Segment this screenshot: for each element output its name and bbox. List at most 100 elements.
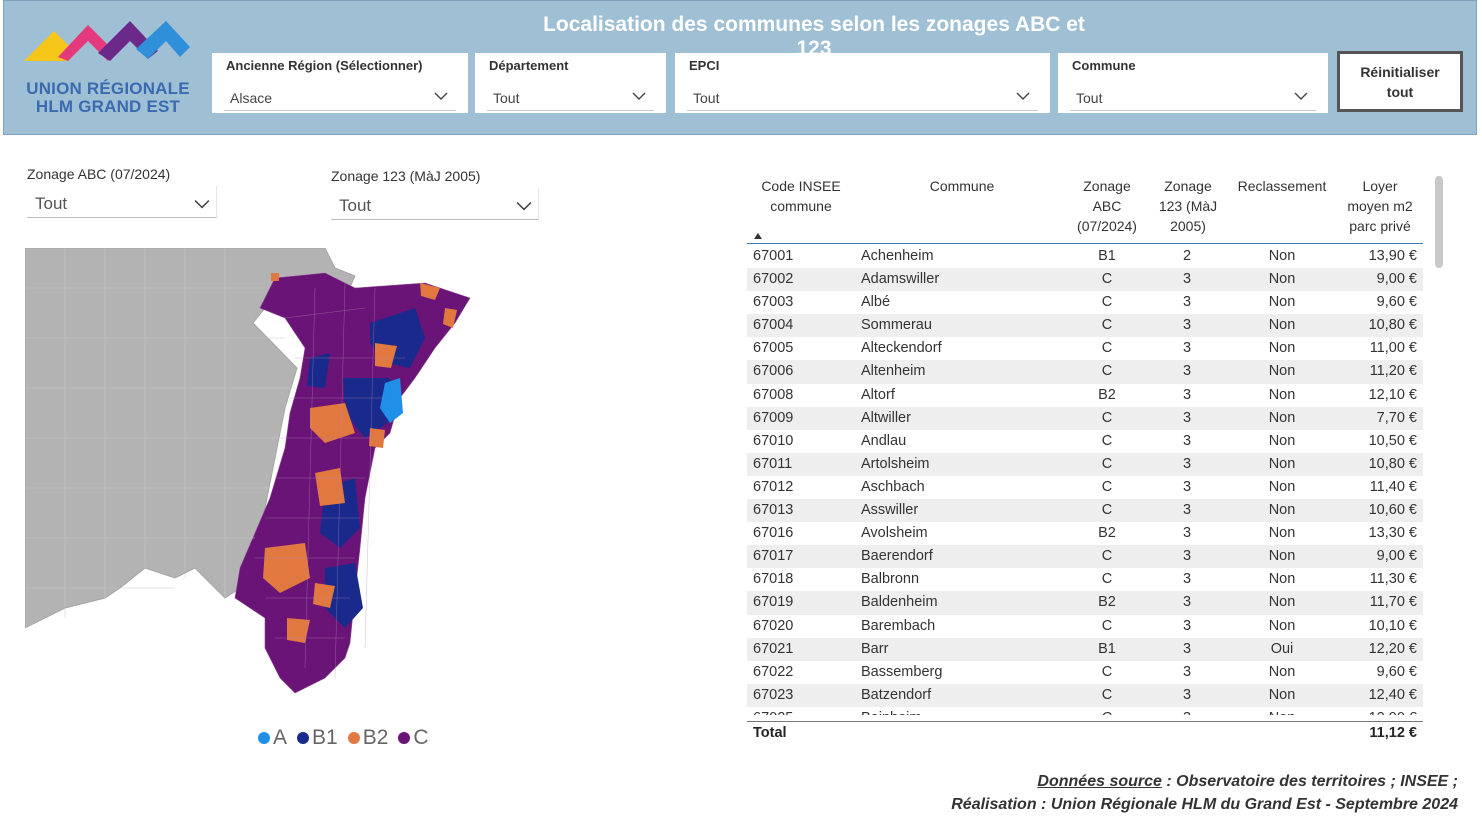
table-row[interactable]: 67002 Adamswiller C 3 Non 9,00 €	[747, 268, 1423, 292]
table-row[interactable]: 67001 Achenheim B1 2 Non 13,90 €	[747, 245, 1423, 268]
logo-text-line2: HLM GRAND EST	[35, 97, 181, 116]
zonage-123-dropdown[interactable]: Tout	[331, 188, 539, 220]
cell-commune: Bassemberg	[861, 663, 943, 680]
header-text: (07/2024)	[1077, 218, 1137, 234]
cell-commune: Albé	[861, 294, 891, 311]
cell-zonage-abc: C	[1101, 340, 1113, 357]
cell-zonage-abc: C	[1101, 317, 1113, 334]
column-header-code[interactable]: Code INSEE commune	[751, 176, 851, 216]
departement-dropdown[interactable]: Tout	[487, 81, 654, 111]
cell-commune: Achenheim	[861, 248, 934, 264]
table-row[interactable]: 67022 Bassemberg C 3 Non 9,60 €	[747, 661, 1423, 684]
header-text: Loyer	[1362, 178, 1398, 194]
cell-reclassement: Non	[1268, 432, 1296, 449]
table-row[interactable]: 67006 Altenheim C 3 Non 11,20 €	[747, 360, 1423, 384]
cell-loyer: 9,00 €	[1376, 548, 1417, 565]
cell-zonage-abc: C	[1101, 686, 1113, 703]
cell-zonage-abc: C	[1101, 478, 1113, 495]
table-row[interactable]: 67011 Artolsheim C 3 Non 10,80 €	[747, 452, 1423, 476]
region-dropdown[interactable]: Alsace	[224, 81, 456, 111]
reset-all-button[interactable]: Réinitialiser tout	[1337, 51, 1463, 112]
table-row[interactable]: 67023 Batzendorf C 3 Non 12,40 €	[747, 683, 1423, 707]
cell-zonage-123: 3	[1182, 548, 1192, 565]
table-row[interactable]: 67005 Alteckendorf C 3 Non 11,00 €	[747, 337, 1423, 360]
legend-item-c[interactable]: C	[398, 726, 429, 750]
cell-zonage-123: 2	[1182, 248, 1192, 264]
cell-reclassement: Non	[1268, 386, 1296, 403]
cell-code-insee: 67008	[753, 386, 794, 403]
legend-dot-icon	[398, 732, 411, 744]
epci-dropdown[interactable]: Tout	[687, 81, 1038, 111]
cell-commune: Baldenheim	[861, 594, 938, 611]
legend-item-b2[interactable]: B2	[347, 726, 388, 750]
cell-zonage-123: 3	[1182, 525, 1192, 542]
cell-reclassement: Non	[1268, 571, 1296, 588]
cell-code-insee: 67009	[753, 409, 794, 426]
zonage-abc-dropdown[interactable]: Tout	[27, 186, 217, 218]
map-zone-b2	[271, 273, 279, 281]
cell-commune: Balbronn	[861, 571, 920, 588]
cell-loyer: 7,70 €	[1376, 409, 1417, 426]
table-row[interactable]: 67018 Balbronn C 3 Non 11,30 €	[747, 568, 1423, 591]
column-header-loyer[interactable]: Loyer moyen m2 parc privé	[1337, 176, 1423, 236]
chevron-down-icon	[1294, 92, 1308, 100]
cell-code-insee: 67010	[753, 432, 794, 449]
cell-zonage-123: 3	[1182, 663, 1192, 680]
cell-reclassement: Non	[1268, 548, 1296, 565]
map-zone-b2	[369, 428, 385, 448]
cell-commune: Aschbach	[861, 478, 925, 495]
slicer-departement: Département Tout	[475, 53, 666, 113]
legend-item-b1[interactable]: B1	[297, 726, 338, 750]
column-header-commune[interactable]: Commune	[897, 176, 1027, 196]
header-text: Zonage	[1083, 178, 1131, 194]
table-row[interactable]: 67017 Baerendorf C 3 Non 9,00 €	[747, 545, 1423, 569]
cell-zonage-abc: B1	[1098, 640, 1116, 657]
cell-loyer: 12,20 €	[1368, 640, 1417, 657]
cell-zonage-123: 3	[1182, 340, 1192, 357]
table-row[interactable]: 67013 Asswiller C 3 Non 10,60 €	[747, 499, 1423, 523]
table-row[interactable]: 67009 Altwiller C 3 Non 7,70 €	[747, 406, 1423, 430]
cell-zonage-123: 3	[1182, 294, 1192, 311]
table-row[interactable]: 67008 Altorf B2 3 Non 12,10 €	[747, 384, 1423, 407]
table-body: 67001 Achenheim B1 2 Non 13,90 € 67002 Adamswil…	[747, 245, 1423, 715]
footer-source: Données source : Observatoire des territ…	[951, 770, 1458, 816]
zonage-map[interactable]	[24, 247, 475, 698]
cell-reclassement: Non	[1268, 409, 1296, 426]
table-row[interactable]: 67020 Barembach C 3 Non 10,10 €	[747, 615, 1423, 638]
cell-loyer: 11,40 €	[1369, 478, 1417, 495]
cell-reclassement: Non	[1268, 317, 1296, 334]
table-row[interactable]: 67021 Barr B1 3 Oui 12,20 €	[747, 637, 1423, 661]
cell-commune: Altorf	[861, 386, 895, 403]
header-bar: UNION RÉGIONALE HLM GRAND EST Localisati…	[3, 0, 1477, 135]
cell-reclassement: Oui	[1270, 640, 1294, 657]
legend-label: A	[273, 726, 288, 749]
sort-ascending-icon[interactable]	[754, 233, 762, 239]
cell-commune: Altenheim	[861, 363, 926, 380]
column-header-zonage-123[interactable]: Zonage 123 (MàJ 2005)	[1153, 176, 1223, 236]
epci-dropdown-value: Tout	[693, 90, 720, 106]
table-row[interactable]: 67004 Sommerau C 3 Non 10,80 €	[747, 314, 1423, 338]
table-row[interactable]: 67016 Avolsheim B2 3 Non 13,30 €	[747, 522, 1423, 545]
cell-loyer: 11,00 €	[1369, 340, 1417, 357]
cell-reclassement: Non	[1268, 363, 1296, 380]
table-row[interactable]: 67003 Albé C 3 Non 9,60 €	[747, 291, 1423, 314]
table-row[interactable]: 67025 Beinheim C 3 Non 12,90 €	[747, 707, 1423, 715]
cell-code-insee: 67016	[753, 525, 794, 542]
departement-dropdown-value: Tout	[493, 90, 520, 106]
cell-code-insee: 67004	[753, 317, 794, 334]
column-header-reclassement[interactable]: Reclassement	[1232, 176, 1332, 196]
table-scrollbar[interactable]	[1435, 176, 1443, 268]
cell-zonage-123: 3	[1182, 363, 1192, 380]
column-header-zonage-abc[interactable]: Zonage ABC (07/2024)	[1072, 176, 1142, 236]
cell-zonage-123: 3	[1182, 571, 1192, 588]
cell-commune: Baerendorf	[861, 548, 933, 565]
cell-loyer: 9,60 €	[1376, 294, 1417, 311]
table-row[interactable]: 67012 Aschbach C 3 Non 11,40 €	[747, 476, 1423, 499]
table-row[interactable]: 67019 Baldenheim B2 3 Non 11,70 €	[747, 591, 1423, 615]
map-legend: A B1 B2 C	[258, 726, 429, 750]
legend-item-a[interactable]: A	[258, 726, 287, 750]
commune-dropdown[interactable]: Tout	[1070, 81, 1316, 111]
table-row[interactable]: 67010 Andlau C 3 Non 10,50 €	[747, 430, 1423, 453]
cell-zonage-abc: B1	[1098, 248, 1116, 264]
chevron-down-icon	[194, 200, 210, 209]
